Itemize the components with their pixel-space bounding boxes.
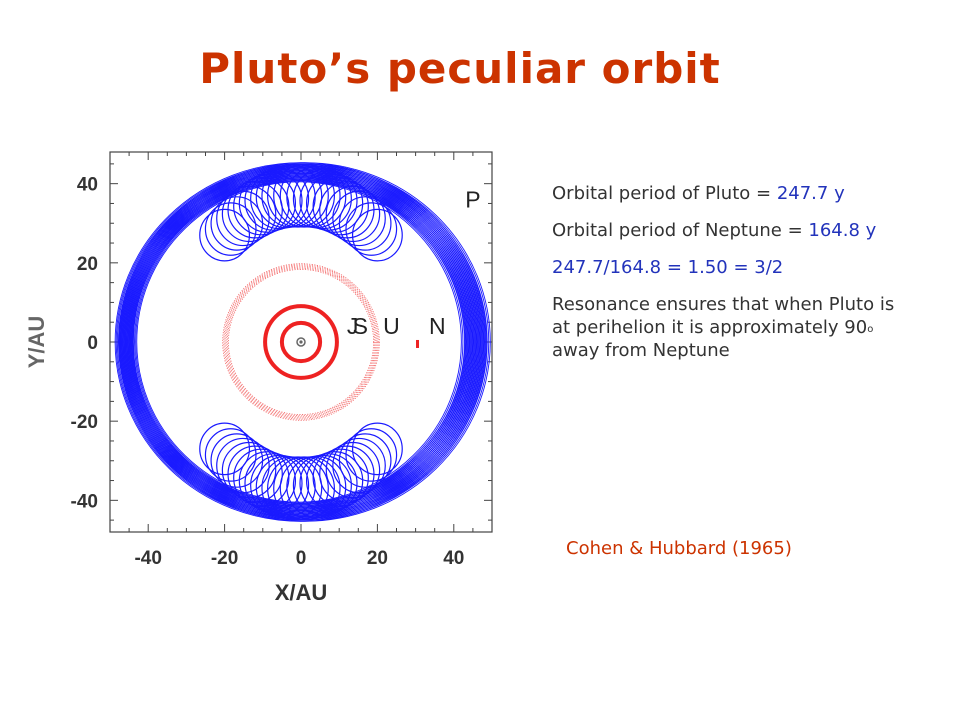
planet-label-u: U xyxy=(383,313,400,339)
uranus-orbit xyxy=(223,264,379,420)
x-tick-label: 20 xyxy=(367,548,388,569)
resonance-text: Resonance ensures that when Pluto is at … xyxy=(552,294,895,338)
pluto-loop-lower xyxy=(204,428,257,482)
y-tick-label: 40 xyxy=(77,175,98,196)
pluto-loop-lower xyxy=(238,451,297,511)
citation: Cohen & Hubbard (1965) xyxy=(566,538,792,559)
pluto-orbit-plot: -40 -20 0 20 40 40 20 0 -20 -40 X/AU Y/AU JS U N P xyxy=(24,151,493,605)
pluto-loop-upper xyxy=(250,168,310,230)
pluto-period-label: Orbital period of Pluto = xyxy=(552,183,777,204)
pluto-orbit-path xyxy=(128,172,477,512)
resonance-text-end: away from Neptune xyxy=(552,340,730,361)
pluto-loop-upper xyxy=(338,196,392,251)
pluto-loop-lower xyxy=(216,437,270,494)
pluto-loop-upper xyxy=(292,168,352,230)
pluto-loop-lower xyxy=(332,437,386,494)
pluto-loop-lower xyxy=(338,433,392,488)
pluto-loop-upper xyxy=(312,177,369,236)
pluto-loop-lower xyxy=(233,448,290,507)
pluto-loop-lower xyxy=(250,454,310,516)
x-tick-label: 0 xyxy=(296,548,307,569)
pluto-loop-lower xyxy=(351,422,403,476)
neptune-marker xyxy=(416,339,420,348)
pluto-orbit-path xyxy=(124,168,483,516)
pluto-loop-lower xyxy=(292,454,352,516)
sun-core xyxy=(299,340,303,344)
uranus-orbit xyxy=(225,266,377,418)
pluto-loop-upper xyxy=(204,202,257,256)
x-axis-label: X/AU xyxy=(275,580,328,605)
pluto-loop-lower xyxy=(199,422,251,476)
pluto-loop-lower xyxy=(312,448,369,507)
orbit-layer xyxy=(114,162,491,522)
pluto-loop-upper xyxy=(305,173,364,233)
pluto-loop-upper xyxy=(332,190,386,247)
y-tick-label: -40 xyxy=(71,491,98,512)
pluto-loop-lower xyxy=(345,428,398,482)
planet-label-n: N xyxy=(429,313,446,339)
info-panel: Orbital period of Pluto = 247.7 y Orbita… xyxy=(552,182,912,376)
x-tick-label: 40 xyxy=(443,548,464,569)
y-tick-label: -20 xyxy=(71,412,98,433)
saturn-orbit xyxy=(263,304,339,380)
pluto-orbit-path xyxy=(118,162,491,522)
y-tick-label: 20 xyxy=(77,254,98,275)
x-tick-label: -20 xyxy=(211,548,238,569)
degree-symbol: o xyxy=(867,324,874,335)
planet-label-j: J xyxy=(347,313,359,339)
neptune-period: Orbital period of Neptune = 164.8 y xyxy=(552,219,912,242)
pluto-loop-upper xyxy=(199,208,251,262)
pluto-loop-upper xyxy=(216,190,270,247)
pluto-orbit-path xyxy=(130,175,474,509)
y-tick-label: 0 xyxy=(87,333,98,354)
neptune-period-label: Orbital period of Neptune = xyxy=(552,220,809,241)
neptune-period-value: 164.8 y xyxy=(808,220,877,241)
pluto-orbit-path xyxy=(135,180,468,504)
pluto-period: Orbital period of Pluto = 247.7 y xyxy=(552,182,912,205)
pluto-loop-lower xyxy=(305,451,364,511)
plot-labels: -40 -20 0 20 40 40 20 0 -20 -40 X/AU Y/AU JS U N P xyxy=(24,175,481,605)
pluto-period-value: 247.7 y xyxy=(776,183,845,204)
plot-frame xyxy=(109,151,493,533)
orbit-group xyxy=(114,162,491,522)
uranus-orbit xyxy=(226,267,376,417)
pluto-loop-upper xyxy=(233,177,290,236)
pluto-orbit-path xyxy=(136,181,466,503)
page-title: Pluto’s peculiar orbit xyxy=(199,44,721,93)
pluto-orbit-path xyxy=(129,174,476,510)
planet-label-s: S xyxy=(353,313,368,339)
pluto-loop-upper xyxy=(238,173,297,233)
y-axis-label: Y/AU xyxy=(24,316,49,369)
uranus-orbit xyxy=(224,265,378,419)
period-ratio: 247.7/164.8 = 1.50 = 3/2 xyxy=(552,257,784,278)
sun-marker xyxy=(296,337,306,347)
pluto-orbit-path xyxy=(126,170,480,514)
uranus-orbit xyxy=(222,263,380,421)
x-tick-label: -40 xyxy=(134,548,161,569)
pluto-loop-upper xyxy=(345,202,398,256)
jupiter-orbit xyxy=(279,320,323,364)
planet-label-p: P xyxy=(465,186,480,212)
resonance-note: Resonance ensures that when Pluto is at … xyxy=(552,293,912,362)
pluto-loop-upper xyxy=(351,208,403,262)
uranus-orbit xyxy=(228,269,374,415)
